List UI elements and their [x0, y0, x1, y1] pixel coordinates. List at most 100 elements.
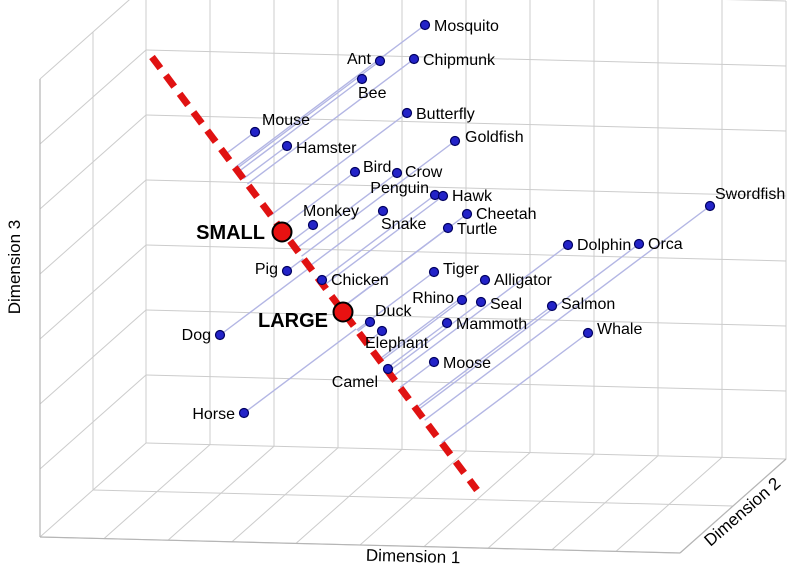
- data-point-chipmunk: [408, 53, 420, 65]
- box-edge-x: [39, 536, 681, 554]
- grid-line-leftwall-z: [39, 0, 130, 80]
- data-point-label-dog: Dog: [182, 327, 211, 344]
- box-edge-y: [679, 458, 787, 554]
- grid-line-backwall-z: [145, 244, 787, 262]
- data-point-label-salmon: Salmon: [561, 296, 615, 313]
- projection-line-crow: [295, 172, 398, 250]
- data-point-label-hawk: Hawk: [452, 188, 493, 205]
- data-point-hamster: [281, 140, 293, 152]
- projection-line-butterfly: [270, 112, 408, 216]
- projection-line-ant: [235, 60, 381, 170]
- data-point-cheetah: [461, 208, 473, 220]
- data-point-label-monkey: Monkey: [303, 203, 359, 220]
- data-point-tiger: [428, 266, 440, 278]
- grid-line-leftwall-z: [39, 179, 147, 275]
- projection-line-moose: [399, 361, 435, 389]
- data-point-pig: [281, 265, 293, 277]
- grid-line-floor-x: [92, 489, 734, 507]
- data-point-label-ant: Ant: [347, 51, 372, 68]
- data-point-label-horse: Horse: [192, 406, 235, 423]
- data-point-chicken: [316, 274, 328, 286]
- projection-line-alligator: [378, 279, 486, 361]
- data-point-horse: [238, 407, 250, 419]
- grid-line-backwall-z: [145, 114, 787, 132]
- data-point-elephant: [376, 325, 388, 337]
- data-point-hawk: [437, 190, 449, 202]
- projection-line-bee: [237, 78, 363, 173]
- grid-line-backwall-z: [145, 179, 787, 197]
- data-point-label-rhino: Rhino: [412, 290, 454, 307]
- data-point-label-whale: Whale: [597, 321, 642, 338]
- data-point-butterfly: [401, 107, 413, 119]
- data-point-label-orca: Orca: [648, 236, 683, 253]
- data-point-label-mammoth: Mammoth: [456, 316, 527, 333]
- projection-line-hamster: [242, 145, 288, 180]
- data-point-label-goldfish: Goldfish: [465, 129, 524, 146]
- data-point-snake: [377, 205, 389, 217]
- data-point-label-snake: Snake: [381, 216, 426, 233]
- projection-line-whale: [441, 332, 589, 444]
- data-point-turtle: [442, 222, 454, 234]
- grid-line-leftwall-z: [39, 49, 147, 145]
- data-point-label-bird: Bird: [363, 159, 391, 176]
- data-point-label-butterfly: Butterfly: [416, 106, 475, 123]
- grid-line-leftwall-z: [39, 244, 147, 340]
- projection-line-rhino: [379, 299, 463, 362]
- data-point-mouse: [249, 126, 261, 138]
- data-point-label-penguin: Penguin: [370, 180, 429, 197]
- axis-label-dimension-3: Dimension 3: [5, 220, 24, 315]
- projection-line-goldfish: [301, 140, 456, 257]
- data-point-bird: [349, 166, 361, 178]
- projection-line-mosquito: [234, 24, 426, 169]
- data-point-camel: [382, 363, 394, 375]
- data-point-label-chicken: Chicken: [331, 272, 389, 289]
- data-point-label-moose: Moose: [443, 355, 491, 372]
- data-point-dog: [214, 329, 226, 341]
- projection-line-mammoth: [385, 322, 448, 370]
- projection-line-seal: [387, 301, 482, 373]
- projection-line-hawk: [323, 195, 444, 287]
- data-point-label-cheetah: Cheetah: [476, 206, 537, 223]
- data-point-label-alligator: Alligator: [494, 272, 552, 289]
- grid-line-leftwall-z: [39, 309, 147, 405]
- projection-line-dog: [219, 266, 311, 336]
- projection-line-chipmunk: [246, 58, 415, 185]
- data-point-dolphin: [562, 239, 574, 251]
- data-point-label-elephant: Elephant: [365, 335, 429, 352]
- data-point-whale: [582, 327, 594, 339]
- data-point-label-crow: Crow: [405, 164, 443, 181]
- projection-line-snake: [308, 210, 384, 267]
- data-point-label-bee: Bee: [358, 85, 387, 102]
- anchor-label-large: LARGE: [258, 310, 328, 332]
- data-point-salmon: [546, 300, 558, 312]
- anchor-point-small: [271, 221, 293, 243]
- data-point-bee: [356, 73, 368, 85]
- projection-line-horse: [243, 328, 357, 414]
- data-point-orca: [633, 238, 645, 250]
- grid-line-leftwall-z: [39, 114, 147, 210]
- projection-line-salmon: [415, 305, 553, 409]
- axis-label-dimension-1: Dimension 1: [366, 546, 461, 567]
- data-point-seal: [475, 296, 487, 308]
- grid-line-backwall-z: [145, 309, 787, 327]
- data-point-label-seal: Seal: [490, 296, 522, 313]
- projection-line-orca: [416, 243, 640, 411]
- data-point-label-duck: Duck: [375, 303, 412, 320]
- data-point-label-camel: Camel: [332, 374, 378, 391]
- projection-line-penguin: [319, 194, 436, 282]
- grid-line-backwall-z: [145, 374, 787, 392]
- data-point-moose: [428, 356, 440, 368]
- data-point-label-tiger: Tiger: [443, 261, 480, 278]
- anchor-point-large: [332, 301, 354, 323]
- axis-label-dimension-2: Dimension 2: [700, 474, 784, 550]
- data-point-goldfish: [449, 135, 461, 147]
- data-point-mammoth: [441, 317, 453, 329]
- data-point-mosquito: [419, 19, 431, 31]
- grid-line-leftwall-z: [39, 374, 147, 470]
- data-point-label-dolphin: Dolphin: [577, 237, 631, 254]
- data-point-label-swordfish: Swordfish: [715, 186, 785, 203]
- data-point-label-mouse: Mouse: [262, 112, 310, 129]
- projection-line-mouse: [224, 131, 256, 155]
